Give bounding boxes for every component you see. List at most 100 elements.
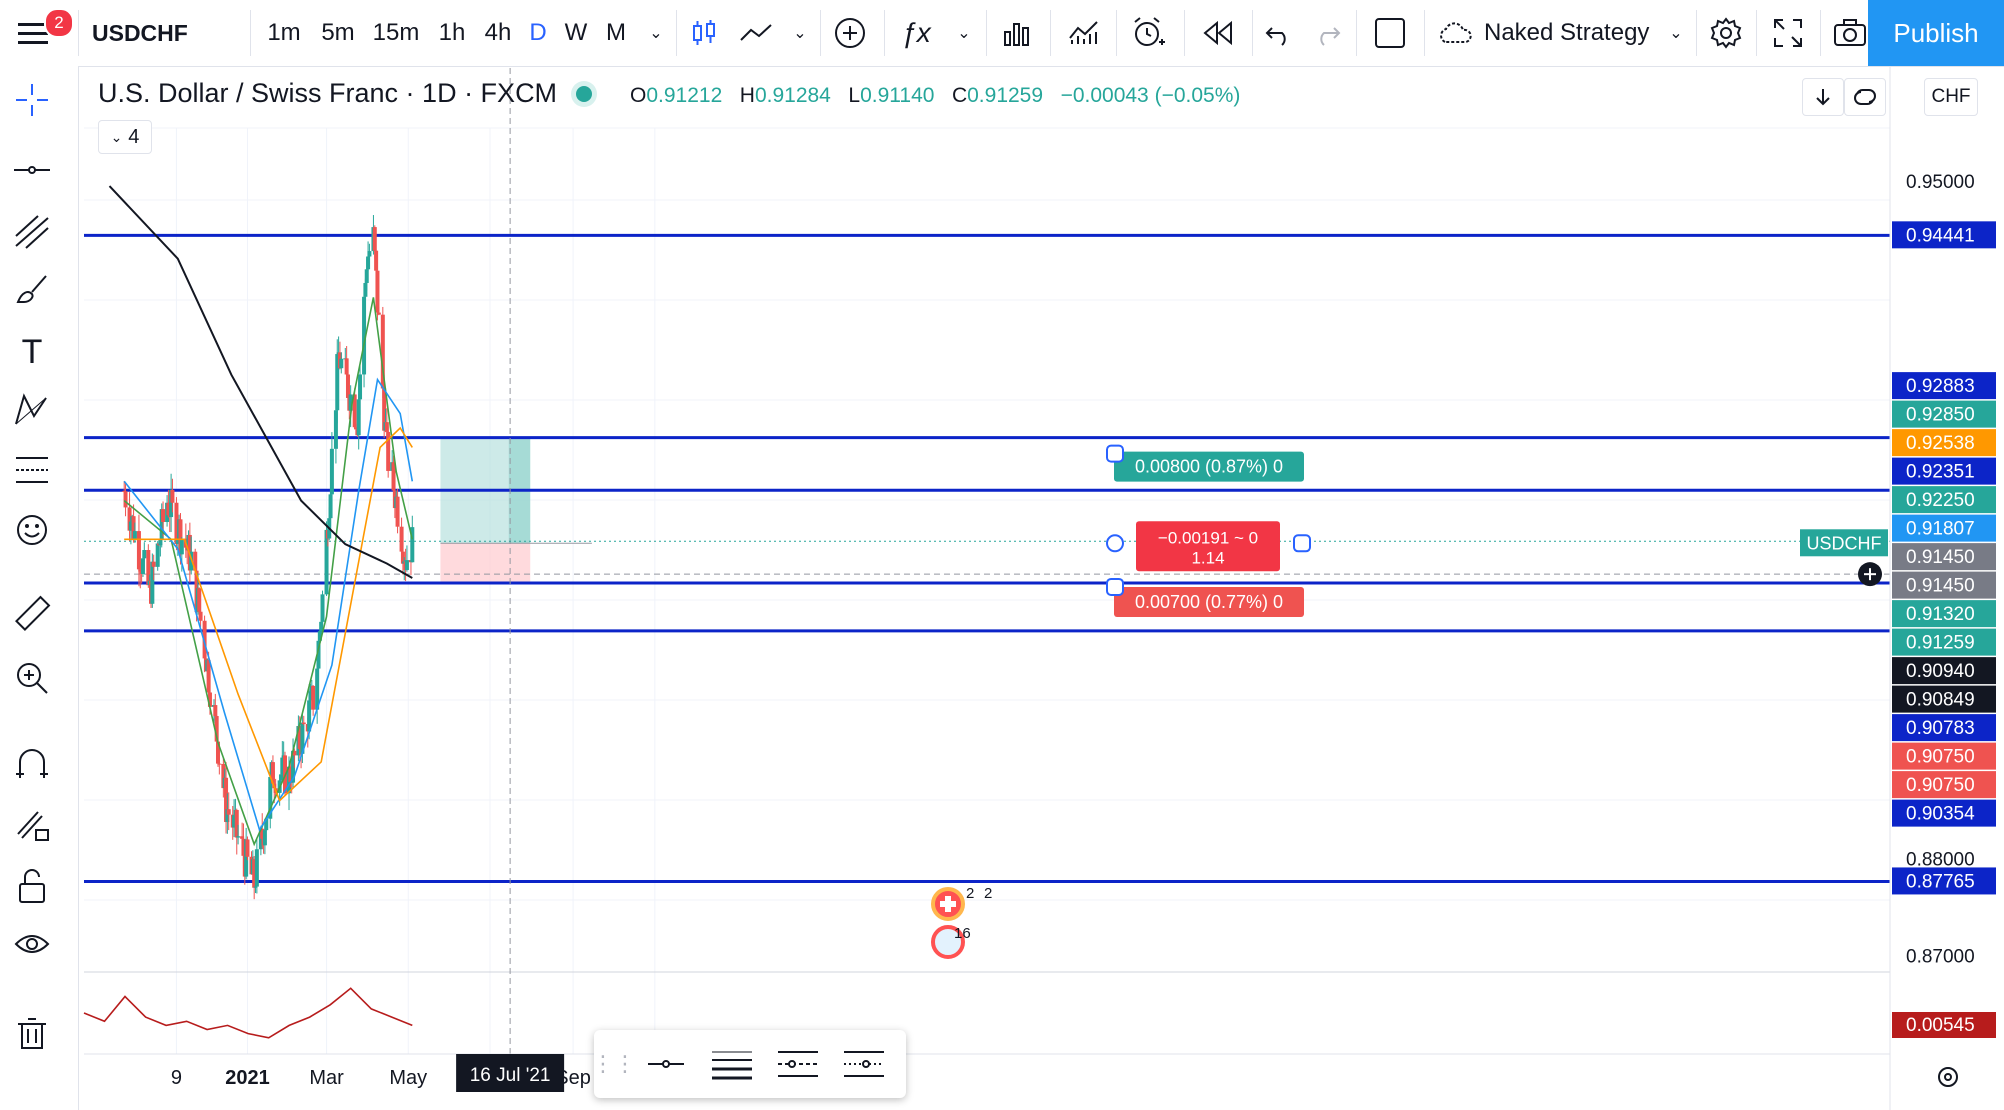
candle-body <box>207 692 212 707</box>
zoom-tool[interactable] <box>0 650 64 706</box>
reset-chart-button[interactable] <box>1844 78 1886 116</box>
add-symbol-button[interactable] <box>830 0 870 66</box>
price-label-tag <box>1892 867 1996 895</box>
candle-body <box>139 571 144 574</box>
price-label-text: 0.90783 <box>1906 718 1975 739</box>
price-label-tag <box>1892 571 1996 599</box>
unlock-icon <box>19 869 45 903</box>
horizontal-line-style-button[interactable] <box>640 1040 692 1088</box>
horizontal-levels <box>84 68 1890 1054</box>
candle-body <box>205 660 210 672</box>
interval-15m-button[interactable]: 15m <box>372 19 420 46</box>
hide-drawings-tool[interactable] <box>0 916 64 972</box>
scroll-to-end-button[interactable] <box>1802 78 1844 116</box>
icons-tool[interactable] <box>0 502 64 558</box>
layout-name-button[interactable]: Naked Strategy <box>1436 0 1686 66</box>
undo-button[interactable] <box>1260 0 1298 66</box>
candle-body <box>328 494 333 519</box>
candle-body <box>280 757 285 775</box>
price-label-text: 0.90750 <box>1906 747 1975 768</box>
horizontal-ray-tool[interactable] <box>0 142 64 198</box>
position-handle <box>1106 534 1124 553</box>
symbol-search[interactable]: USDCHF <box>92 19 188 46</box>
candle-body <box>364 269 369 283</box>
interval-M-button[interactable]: M <box>606 19 626 46</box>
prediction-tool[interactable] <box>0 442 64 498</box>
price-label-text: 0.90750 <box>1906 775 1975 796</box>
more-settings-button[interactable] <box>838 1040 890 1088</box>
replay-button[interactable] <box>1196 0 1240 66</box>
event-count: 16 <box>954 925 971 942</box>
templates-button[interactable] <box>1062 0 1106 66</box>
interval-5m-button[interactable]: 5m <box>321 19 355 46</box>
line-style-button[interactable] <box>772 1040 824 1088</box>
indicators-button[interactable]: ƒx <box>894 0 938 66</box>
price-label-tag <box>1892 685 1996 713</box>
currency-button[interactable]: CHF <box>1924 78 1978 116</box>
stop-label: 0.00700 (0.77%) 0 <box>1135 592 1283 612</box>
pattern-tool[interactable] <box>0 382 64 438</box>
interval-1h-button[interactable]: 1h <box>438 19 466 46</box>
alert-button[interactable] <box>1126 0 1172 66</box>
crosshair-tool[interactable] <box>0 72 64 128</box>
candle-body <box>159 509 164 540</box>
us-flag-icon <box>931 925 965 959</box>
stay-drawing-tool[interactable] <box>0 796 64 852</box>
price-label-text: 0.92351 <box>1906 462 1975 483</box>
candle-body <box>226 809 231 815</box>
candle-body <box>214 716 219 742</box>
price-label-tag <box>1892 600 1996 628</box>
lock-drawings-tool[interactable] <box>0 858 64 914</box>
measure-tool[interactable] <box>0 586 64 642</box>
financials-button[interactable] <box>996 0 1040 66</box>
compare-button[interactable] <box>736 0 776 66</box>
time-tick-label: Jul <box>477 1067 503 1089</box>
publish-button[interactable]: Publish <box>1868 0 2004 66</box>
candle-body <box>131 516 136 540</box>
chevron-down-icon[interactable]: ⌄ <box>1669 25 1683 42</box>
interval-4h-button[interactable]: 4h <box>484 19 512 46</box>
line-thickness-button[interactable] <box>706 1040 758 1088</box>
fullscreen-button[interactable] <box>1766 0 1810 66</box>
price-label-text: 0.92850 <box>1906 405 1975 426</box>
candle-body <box>258 828 263 850</box>
gann-fib-tool[interactable] <box>0 204 64 260</box>
chevron-down-icon[interactable]: ⌄ <box>793 25 807 42</box>
magnet-tool[interactable] <box>0 736 64 792</box>
snapshot-button[interactable] <box>1830 0 1870 66</box>
candle-body <box>195 588 200 613</box>
candle-body <box>245 839 250 857</box>
candle-body <box>345 374 350 398</box>
candle-body <box>289 781 294 783</box>
remove-drawings-tool[interactable] <box>0 1006 64 1062</box>
interval-W-button[interactable]: W <box>564 19 588 46</box>
candles-chart-type-button[interactable] <box>684 0 724 66</box>
drag-handle[interactable]: ⋮⋮ <box>592 1051 636 1076</box>
interval-D-button[interactable]: D <box>529 19 547 46</box>
candle-body <box>354 427 359 430</box>
settings-button[interactable] <box>1704 0 1748 66</box>
change-value: −0.00043 (−0.05%) <box>1060 84 1241 107</box>
moving-average-long <box>108 185 413 579</box>
chevron-down-icon[interactable]: ⌄ <box>957 25 971 42</box>
candle-body <box>392 490 397 509</box>
indicators-collapse-button[interactable]: ⌄ 4 <box>98 120 152 154</box>
candle-body <box>177 519 182 539</box>
interval-1m-button[interactable]: 1m <box>267 19 301 46</box>
text-tool[interactable]: T <box>0 324 64 380</box>
layout-button[interactable] <box>1368 0 1412 66</box>
candle-body <box>384 422 389 432</box>
price-label-tag <box>1892 372 1996 400</box>
square-layout-icon <box>1375 18 1405 48</box>
candle-body <box>309 685 314 692</box>
ratio-label: 1.14 <box>1191 548 1224 567</box>
redo-button[interactable] <box>1308 0 1346 66</box>
candle-body <box>122 490 127 492</box>
gear-icon-center <box>1944 1073 1952 1081</box>
brush-tool[interactable] <box>0 262 64 318</box>
candle-body <box>383 422 388 431</box>
loss-zone <box>440 543 531 583</box>
chevron-down-icon[interactable]: ⌄ <box>649 25 663 42</box>
menu-button[interactable] <box>8 0 58 66</box>
